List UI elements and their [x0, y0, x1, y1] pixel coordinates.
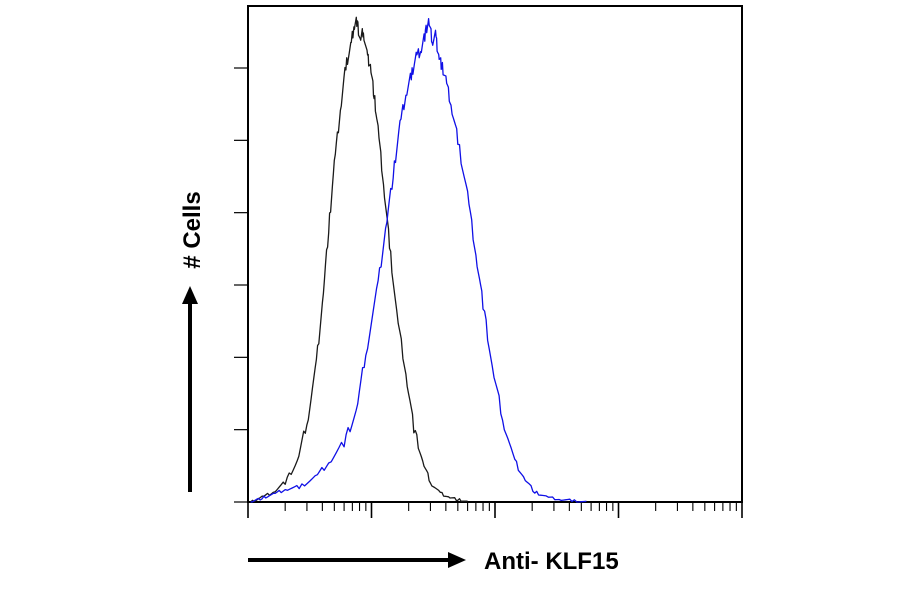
- y-axis-ticks: [234, 67, 248, 503]
- antibody-histogram-line: [250, 18, 587, 503]
- series-layer: [250, 16, 587, 503]
- y-axis-arrow-head: [182, 286, 198, 304]
- control-histogram-line: [250, 16, 468, 503]
- x-axis-label: Anti- KLF15: [484, 548, 619, 575]
- x-axis-arrow-head: [448, 552, 466, 568]
- x-axis-ticks: [247, 502, 743, 518]
- plot-frame: [247, 5, 743, 503]
- y-axis-label: # Cells: [179, 191, 206, 268]
